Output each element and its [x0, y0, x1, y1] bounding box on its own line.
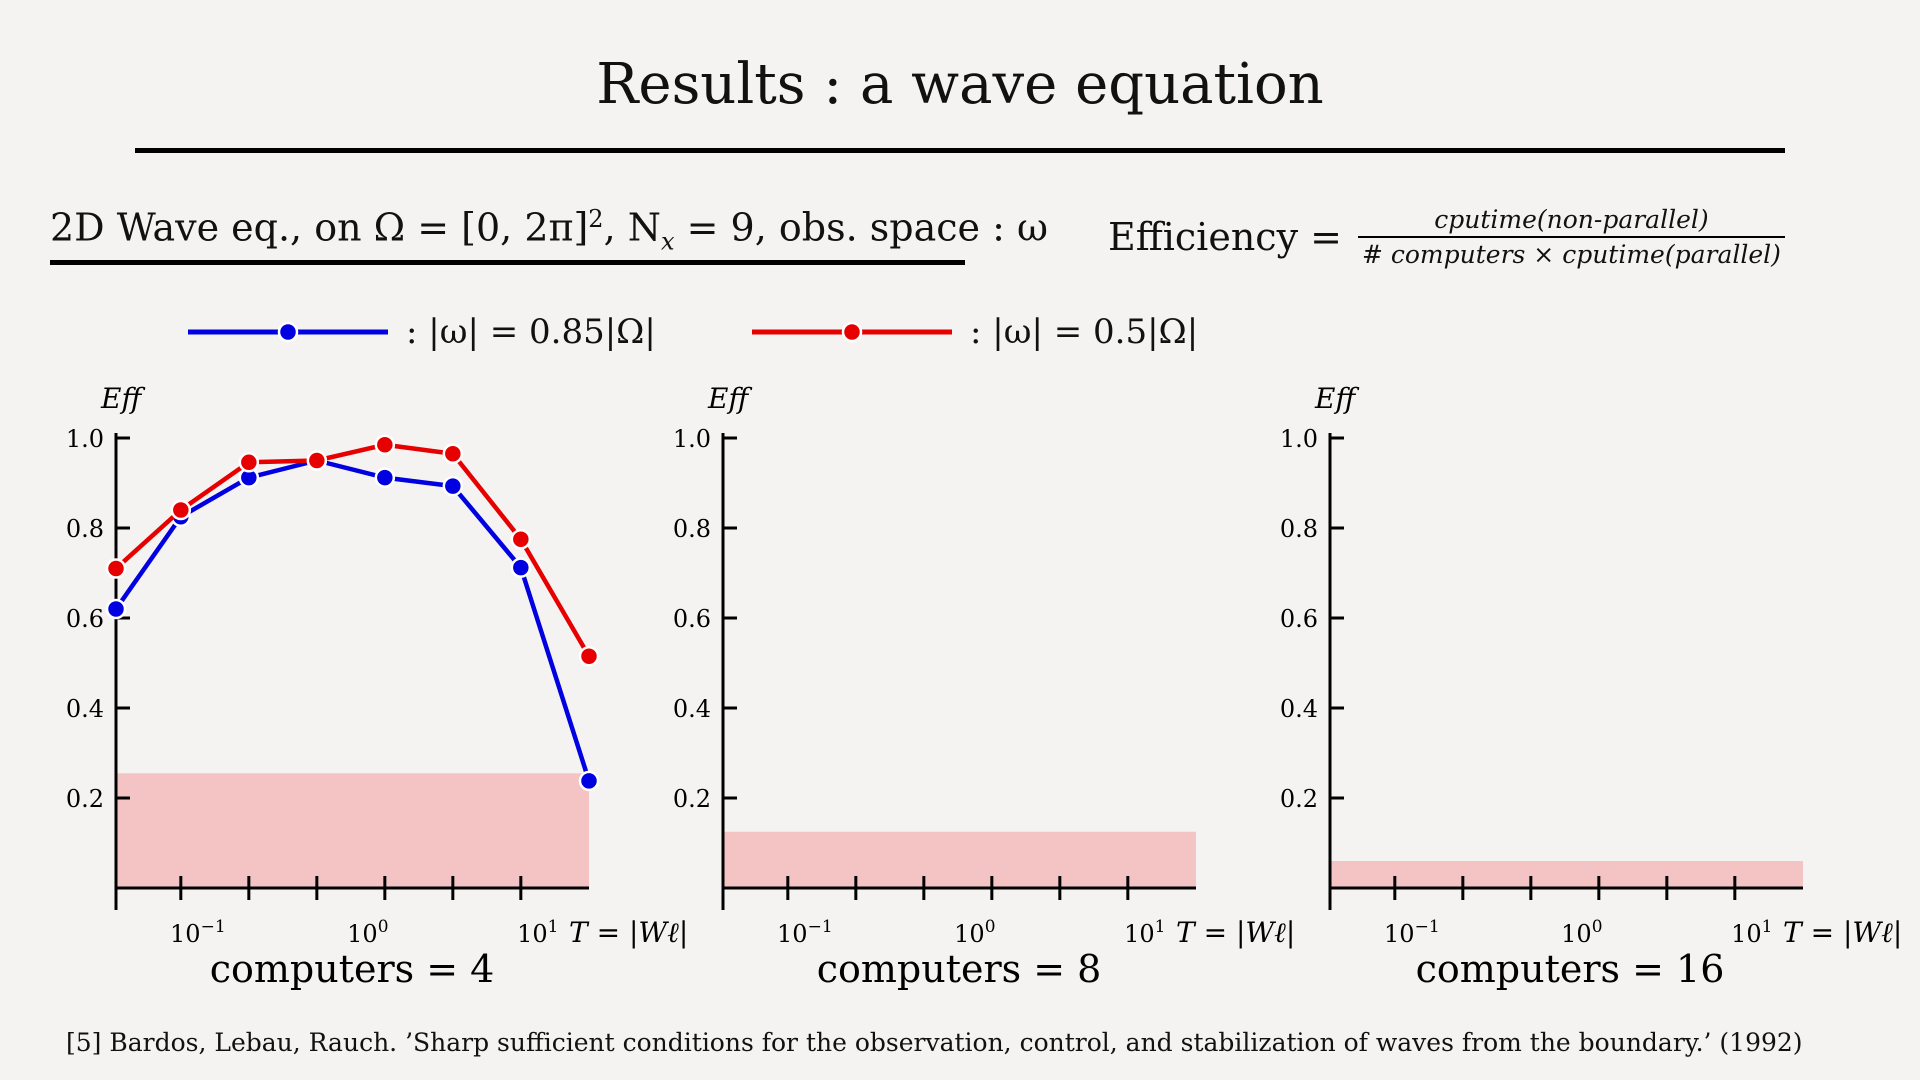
x-tick-label: 101: [1731, 917, 1772, 948]
subtitle-underline: [50, 260, 965, 265]
panel-caption: computers = 8: [817, 947, 1102, 991]
data-point: [374, 434, 396, 455]
x-tick-label: 101: [517, 917, 558, 948]
efficiency-label: Efficiency =: [1108, 215, 1342, 259]
y-tick-label: 0.4: [66, 695, 104, 723]
legend-item-red: : |ω| = 0.5|Ω|: [752, 312, 1198, 352]
x-axis-label: T = |Wℓ|: [1783, 916, 1902, 949]
data-point: [170, 499, 192, 521]
panel-caption: computers = 4: [210, 947, 495, 991]
x-tick-label: 101: [1124, 917, 1165, 948]
x-axis-label: T = |Wℓ|: [1176, 916, 1295, 949]
data-point: [374, 467, 396, 488]
legend-line-marker-icon: [188, 321, 388, 343]
y-tick-label: 0.6: [66, 605, 104, 633]
legend-label: |ω| = 0.5|Ω|: [992, 312, 1199, 352]
subtitle-prefix: 2D Wave eq., on Ω = [0, 2π]: [50, 205, 589, 250]
y-axis-label: Eff: [707, 382, 752, 415]
data-point: [238, 452, 260, 473]
y-tick-label: 0.2: [673, 785, 711, 813]
chart-panel: 0.2 0.4 0.6 0.8 1.0 Eff 10−1 100 101 T = |Wℓ| comp…: [1280, 382, 1902, 991]
y-tick-label: 0.4: [673, 695, 711, 723]
y-tick-label: 0.8: [66, 515, 104, 543]
fraction-bar: [1357, 236, 1785, 238]
efficiency-fraction: cputime(non-parallel) # computers × cput…: [1357, 205, 1785, 269]
efficiency-denominator: # computers × cputime(parallel): [1361, 240, 1781, 269]
y-tick-label: 0.4: [1280, 695, 1318, 723]
legend-prefix: :: [970, 312, 982, 352]
data-point: [510, 529, 532, 550]
data-point: [510, 557, 532, 578]
data-point: [442, 443, 464, 464]
y-tick-label: 0.8: [673, 515, 711, 543]
reference-footnote: [5] Bardos, Lebau, Rauch. ’Sharp suffici…: [66, 1028, 1803, 1057]
x-tick-label: 10−1: [777, 917, 833, 948]
title-divider: [135, 148, 1785, 153]
data-point: [578, 646, 600, 667]
x-tick-label: 100: [347, 917, 388, 948]
subtitle-n-sub: x: [661, 227, 675, 256]
legend-item-blue: : |ω| = 0.85|Ω|: [188, 312, 656, 352]
y-tick-label: 0.2: [66, 785, 104, 813]
y-tick-label: 0.8: [1280, 515, 1318, 543]
y-tick-label: 0.2: [1280, 785, 1318, 813]
y-tick-label: 1.0: [66, 425, 104, 453]
data-point: [442, 475, 464, 497]
x-tick-label: 100: [1561, 917, 1602, 948]
subtitle-sup: 2: [588, 205, 604, 233]
x-tick-label: 100: [954, 917, 995, 948]
subtitle-rest: = 9, obs. space : ω: [674, 205, 1048, 250]
y-tick-label: 0.6: [673, 605, 711, 633]
data-point: [306, 450, 328, 471]
shaded-region: [1330, 861, 1803, 888]
panel-caption: computers = 16: [1416, 947, 1725, 991]
chart-panel: 0.2 0.4 0.6 0.8 1.0 Eff 10−1 100 101 T = |Wℓ| comp…: [66, 382, 688, 991]
x-tick-label: 10−1: [170, 917, 226, 948]
data-point: [578, 770, 600, 792]
chart-panel: 0.2 0.4 0.6 0.8 1.0 Eff 10−1 100 101 T = |Wℓ| comp…: [673, 382, 1295, 991]
legend-line-marker-icon: [752, 321, 952, 343]
series-line: [114, 442, 591, 658]
shaded-region: [116, 773, 589, 888]
problem-description: 2D Wave eq., on Ω = [0, 2π]2, Nx = 9, ob…: [50, 205, 1048, 255]
y-axis-label: Eff: [1314, 382, 1359, 415]
legend-prefix: :: [406, 312, 418, 352]
efficiency-numerator: cputime(non-parallel): [1434, 205, 1709, 234]
shaded-region: [723, 831, 1196, 888]
y-tick-label: 1.0: [673, 425, 711, 453]
y-axis-label: Eff: [100, 382, 145, 415]
series-line: [114, 458, 592, 782]
x-tick-label: 10−1: [1384, 917, 1440, 948]
x-axis-label: T = |Wℓ|: [569, 916, 688, 949]
y-tick-label: 0.6: [1280, 605, 1318, 633]
page-title: Results : a wave equation: [596, 52, 1324, 117]
y-tick-label: 1.0: [1280, 425, 1318, 453]
subtitle-n-label: , N: [603, 205, 661, 250]
efficiency-definition: Efficiency = cputime(non-parallel) # com…: [1108, 205, 1785, 269]
data-point: [105, 558, 127, 579]
legend-label: |ω| = 0.85|Ω|: [428, 312, 656, 352]
data-point: [105, 598, 127, 620]
